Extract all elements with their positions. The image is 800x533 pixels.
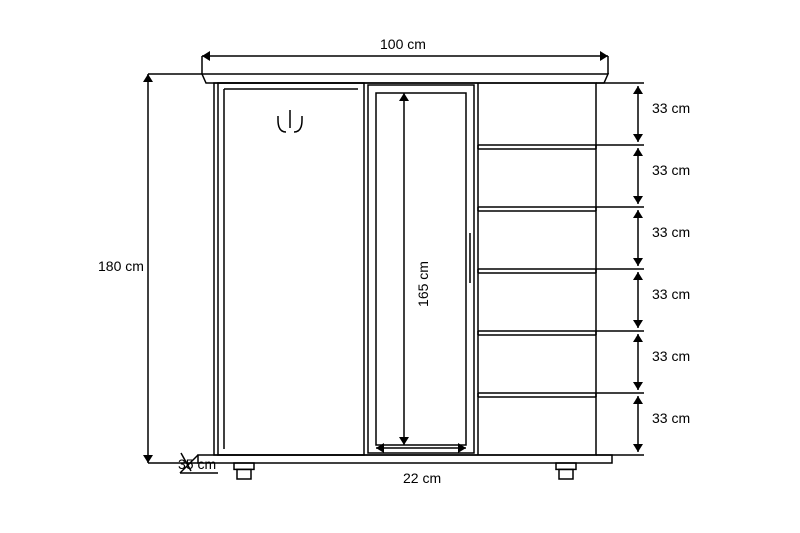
dim-base-depth: 35 cm	[178, 456, 216, 472]
dim-total-width: 100 cm	[380, 36, 426, 52]
dim-door-width: 22 cm	[403, 470, 441, 486]
dim-shelf-gap-1: 33 cm	[652, 162, 690, 178]
dim-shelf-gap-3: 33 cm	[652, 286, 690, 302]
dim-door-height: 165 cm	[415, 261, 431, 307]
dim-shelf-gap-0: 33 cm	[652, 100, 690, 116]
dim-shelf-gap-5: 33 cm	[652, 410, 690, 426]
diagram-canvas: 100 cm 180 cm 165 cm 22 cm 35 cm 33 cm 33 cm 33…	[0, 0, 800, 533]
dim-total-height: 180 cm	[98, 258, 144, 274]
dim-shelf-gap-4: 33 cm	[652, 348, 690, 364]
dim-shelf-gap-2: 33 cm	[652, 224, 690, 240]
